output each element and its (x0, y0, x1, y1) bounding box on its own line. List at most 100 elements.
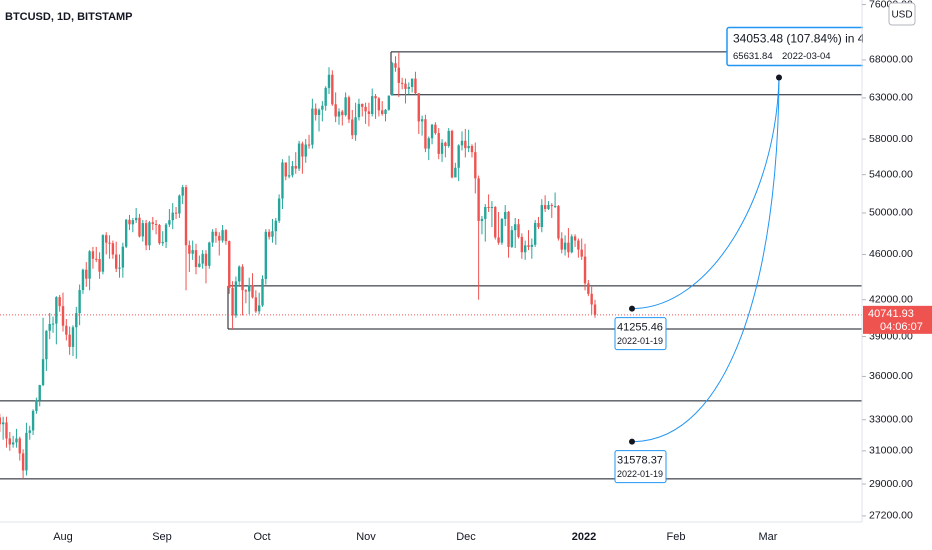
candle-body (504, 211, 507, 219)
candle-body (550, 205, 553, 207)
candle-body (78, 289, 81, 314)
plot: 41255.46 2022-01-19 31578.37 2022-01-19 3405… (0, 26, 878, 484)
projection-point (629, 305, 635, 312)
candle-body (281, 162, 284, 199)
last-price: 40741.93 (868, 308, 914, 320)
candle-body (321, 105, 324, 110)
candle-body (95, 258, 98, 260)
candle-body (231, 288, 234, 316)
candle-body (148, 222, 151, 246)
candle-body (174, 212, 178, 214)
candle-body (347, 97, 351, 120)
candle-body (427, 138, 430, 149)
candle-body (58, 297, 61, 307)
candle-body (434, 124, 437, 134)
candle-body (264, 231, 268, 279)
y-tick-label: 63000.00 (869, 92, 913, 104)
candle-body (201, 253, 204, 264)
candle-body (291, 165, 294, 176)
candle-body (18, 438, 21, 454)
candle-body (141, 223, 144, 237)
candle-body (1, 422, 5, 425)
candle-body (168, 220, 171, 225)
candle-body (194, 250, 198, 268)
y-tick-label: 46000.00 (869, 248, 913, 260)
candle-body (400, 82, 404, 84)
candle-body (494, 207, 497, 238)
candle-body (287, 175, 291, 177)
x-tick-label: Sep (152, 531, 172, 543)
candle-body (261, 278, 264, 306)
candle-body (204, 253, 208, 266)
candle-body (384, 109, 387, 114)
candle-body (234, 281, 238, 316)
candle-body (507, 211, 510, 247)
candle-body (198, 263, 201, 268)
x-tick-label: Feb (667, 531, 686, 543)
candle-body (144, 223, 148, 246)
candle-body (540, 205, 543, 228)
candle-body (344, 97, 347, 116)
candle-body (224, 230, 228, 242)
candle-body (470, 145, 474, 153)
candle-body (11, 442, 15, 445)
candle-body (317, 109, 321, 115)
price-axis: 76000.0068000.0063000.0058000.0054000.00… (862, 0, 932, 550)
candle-body (48, 323, 51, 331)
candle-body (480, 218, 484, 221)
candle-body (134, 217, 138, 221)
candle-body (238, 266, 241, 282)
candle-body (557, 206, 560, 239)
candle-body (533, 222, 537, 245)
candle-body (447, 130, 450, 146)
last-price-badge (863, 305, 932, 334)
candle-body (121, 246, 125, 268)
candle-body (158, 224, 161, 244)
candle-body (444, 142, 447, 146)
candle-body (111, 243, 115, 255)
candle-body (178, 195, 181, 214)
candle-body (68, 334, 71, 347)
candle-body (254, 297, 258, 312)
candle-body (208, 242, 211, 266)
candle-body (474, 152, 477, 179)
candle-body (460, 140, 464, 146)
candle-body (211, 231, 214, 243)
candle-body (587, 283, 590, 294)
candle-body (590, 293, 593, 305)
projection-date: 2022-01-19 (617, 469, 663, 479)
y-tick-label: 68000.00 (869, 54, 913, 66)
candle-body (151, 222, 154, 225)
axis-background (863, 0, 932, 550)
candle-body (128, 219, 131, 225)
candle-body (271, 231, 274, 237)
candle-body (407, 86, 410, 89)
candle-body (510, 230, 514, 247)
candle-body (248, 285, 251, 292)
y-tick-label: 50000.00 (869, 207, 913, 219)
candle-body (387, 95, 391, 110)
y-tick-label: 42000.00 (869, 293, 913, 305)
projection-value: 41255.46 (617, 322, 663, 334)
candle-body (440, 142, 444, 154)
x-tick-label: Dec (456, 531, 476, 543)
candle-body (267, 231, 271, 237)
candle-body (327, 74, 331, 88)
candle-body (341, 111, 344, 116)
candle-body (35, 400, 38, 411)
candle-body (497, 237, 500, 243)
candle-body (417, 93, 420, 122)
candle-body (98, 259, 101, 272)
projection-curve (631, 77, 780, 443)
candle-body (85, 269, 88, 279)
candle-body (124, 219, 128, 247)
candle-body (537, 222, 540, 228)
candle-body (563, 242, 567, 250)
candle-body (523, 245, 527, 253)
candle-body (361, 103, 364, 107)
candle-body (181, 187, 184, 196)
candle-body (484, 207, 487, 219)
candle-body (161, 242, 164, 244)
